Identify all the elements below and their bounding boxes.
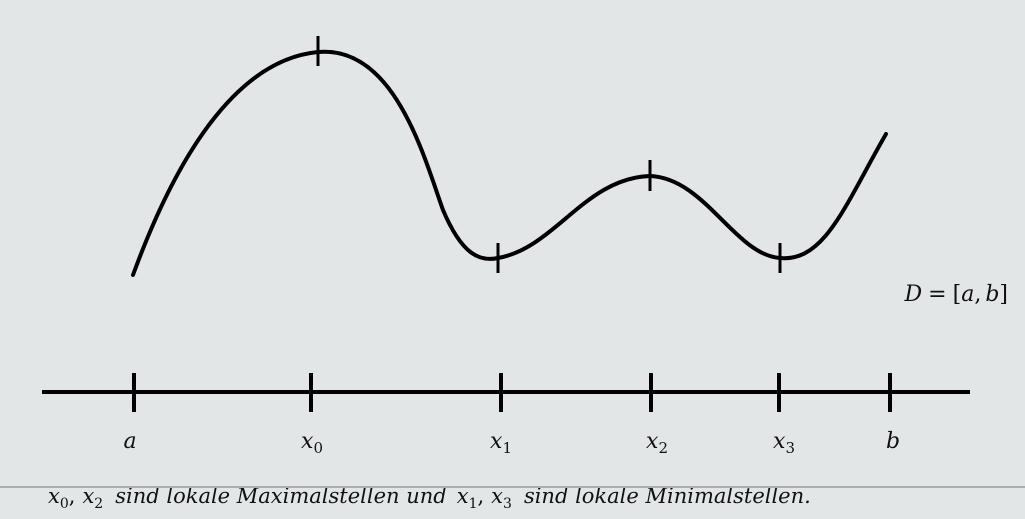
tick-label-x3: x3: [773, 429, 795, 457]
tick-a: a: [123, 373, 137, 454]
tick-label-b: b: [886, 429, 900, 454]
function-curve: [131, 49, 888, 277]
domain-label: D = [a, b]: [904, 282, 1008, 307]
tick-label-a: a: [123, 429, 136, 454]
tick-x1: x1: [490, 373, 512, 457]
tick-label-x0: x0: [301, 429, 323, 457]
tick-x2: x2: [646, 373, 668, 457]
caption: x0, x2 sind lokale Maximalstellen und x1, x3…: [48, 484, 811, 512]
tick-x0: x0: [301, 373, 323, 457]
tick-x3: x3: [773, 373, 795, 457]
bottom-border: [0, 486, 1025, 488]
tick-label-x1: x1: [490, 429, 512, 457]
tick-label-x2: x2: [646, 429, 668, 457]
tick-b: b: [886, 373, 900, 454]
